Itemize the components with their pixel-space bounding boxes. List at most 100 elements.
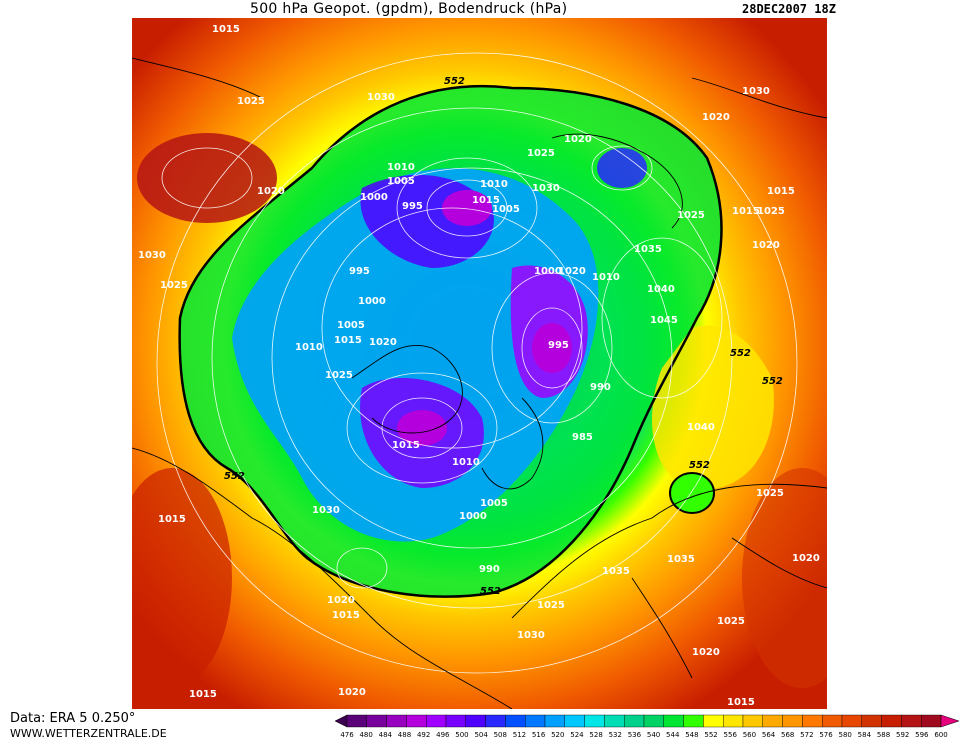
pressure-label: 1015 [334, 335, 362, 346]
legend-swatch [544, 714, 565, 728]
pressure-label: 1020 [792, 553, 820, 564]
legend-swatch [742, 714, 763, 728]
legend-swatch [564, 714, 585, 728]
contour-label: 552 [480, 586, 501, 597]
legend-swatch [723, 714, 744, 728]
pressure-label: 1015 [158, 514, 186, 525]
legend-swatch [802, 714, 823, 728]
legend-swatch [584, 714, 605, 728]
pressure-label: 1005 [492, 204, 520, 215]
pressure-label: 1000 [459, 511, 487, 522]
pressure-label: 1000 [534, 266, 562, 277]
legend-tick-label: 544 [666, 731, 680, 739]
pressure-label: 995 [402, 201, 423, 212]
pressure-label: 995 [349, 266, 370, 277]
pressure-label: 1020 [257, 186, 285, 197]
min-center-2 [397, 410, 447, 446]
pressure-label: 1005 [480, 498, 508, 509]
legend-tick-label: 496 [436, 731, 450, 739]
pressure-label: 1020 [327, 595, 355, 606]
pressure-label: 1030 [312, 505, 340, 516]
legend-labels: 476 480 484 488 492 496 500 504 508 512 516 520 524 5… [335, 731, 959, 741]
pressure-label: 1025 [537, 600, 565, 611]
isobars [156, 52, 798, 674]
legend-tick-label: 556 [723, 731, 737, 739]
legend-swatch [505, 714, 526, 728]
color-legend [335, 714, 959, 728]
legend-tick-label: 476 [340, 731, 354, 739]
cutoff-552-black-sea [670, 473, 714, 513]
legend-tick-label: 492 [416, 731, 431, 739]
pressure-label: 1015 [767, 186, 795, 197]
pressure-label: 1010 [480, 179, 508, 190]
legend-tick-label: 532 [608, 731, 622, 739]
pressure-label: 1010 [387, 162, 415, 173]
pressure-label: 1015 [212, 24, 240, 35]
legend-swatch [861, 714, 882, 728]
legend-tick-label: 480 [359, 731, 373, 739]
pressure-label: 1030 [517, 630, 545, 641]
legend-tick-label: 600 [934, 731, 948, 739]
pressure-label: 1005 [337, 320, 365, 331]
weather-map: 1015 1025 1020 1030 1025 1010 1005 1000 995 995 10… [132, 18, 827, 709]
legend-tick-label: 560 [742, 731, 757, 739]
legend-tick-label: 580 [838, 731, 852, 739]
pressure-label: 1025 [237, 96, 265, 107]
pressure-label: 1025 [677, 210, 705, 221]
pressure-label: 1030 [138, 250, 166, 261]
valid-time: 28DEC2007 18Z [742, 2, 836, 16]
legend-tick-label: 564 [761, 731, 776, 739]
pressure-label: 1010 [295, 342, 323, 353]
legend-tick-label: 540 [646, 731, 661, 739]
pressure-label: 1025 [756, 488, 784, 499]
legend-swatch [465, 714, 486, 728]
pressure-label: 1030 [742, 86, 770, 97]
legend-swatch [703, 714, 724, 728]
pressure-label: 990 [479, 564, 500, 575]
legend-swatch [782, 714, 803, 728]
pressure-label: 1035 [667, 554, 695, 565]
legend-tick-label: 520 [551, 731, 565, 739]
contour-label: 552 [689, 460, 710, 471]
data-source: Data: ERA 5 0.250° [10, 711, 136, 726]
legend-swatch [366, 714, 387, 728]
legend-tick-label: 484 [378, 731, 392, 739]
ridge-europe [652, 325, 774, 490]
legend-arrow-high [940, 714, 959, 728]
low-east-blue [597, 148, 647, 188]
pressure-label: 1015 [727, 697, 755, 708]
legend-swatch [822, 714, 843, 728]
high-west-pacific [137, 133, 277, 223]
legend-swatch [624, 714, 645, 728]
legend-tick-label: 524 [570, 731, 584, 739]
pressure-label: 1025 [717, 616, 745, 627]
legend-tick-label: 516 [531, 731, 546, 739]
legend-tick-label: 508 [493, 731, 507, 739]
legend-tick-label: 548 [685, 731, 699, 739]
legend-tick-label: 504 [474, 731, 488, 739]
pressure-label: 1015 [472, 195, 500, 206]
coastlines [132, 57, 827, 709]
pressure-label: 1015 [189, 689, 217, 700]
pressure-label: 1020 [369, 337, 397, 348]
pressure-label: 1015 [332, 610, 360, 621]
pressure-label: 1000 [360, 192, 388, 203]
pressure-label: 1005 [387, 176, 415, 187]
contour-label: 552 [224, 471, 245, 482]
min-center-3 [532, 323, 572, 373]
legend-swatch [762, 714, 783, 728]
pressure-label: 1000 [358, 296, 386, 307]
high-southeast [742, 468, 827, 688]
min-center-1 [442, 190, 492, 226]
website: WWW.WETTERZENTRALE.DE [10, 727, 167, 740]
legend-tick-label: 552 [704, 731, 718, 739]
high-southwest [132, 468, 232, 688]
pressure-label: 1020 [752, 240, 780, 251]
legend-swatch [485, 714, 506, 728]
legend-tick-label: 536 [627, 731, 642, 739]
pressure-label: 1025 [325, 370, 353, 381]
legend-tick-label: 572 [800, 731, 814, 739]
pressure-labels: 1015 1025 1020 1030 1025 1010 1005 1000 995 995 10… [138, 24, 820, 708]
legend-swatch [643, 714, 664, 728]
pressure-label: 1030 [367, 92, 395, 103]
